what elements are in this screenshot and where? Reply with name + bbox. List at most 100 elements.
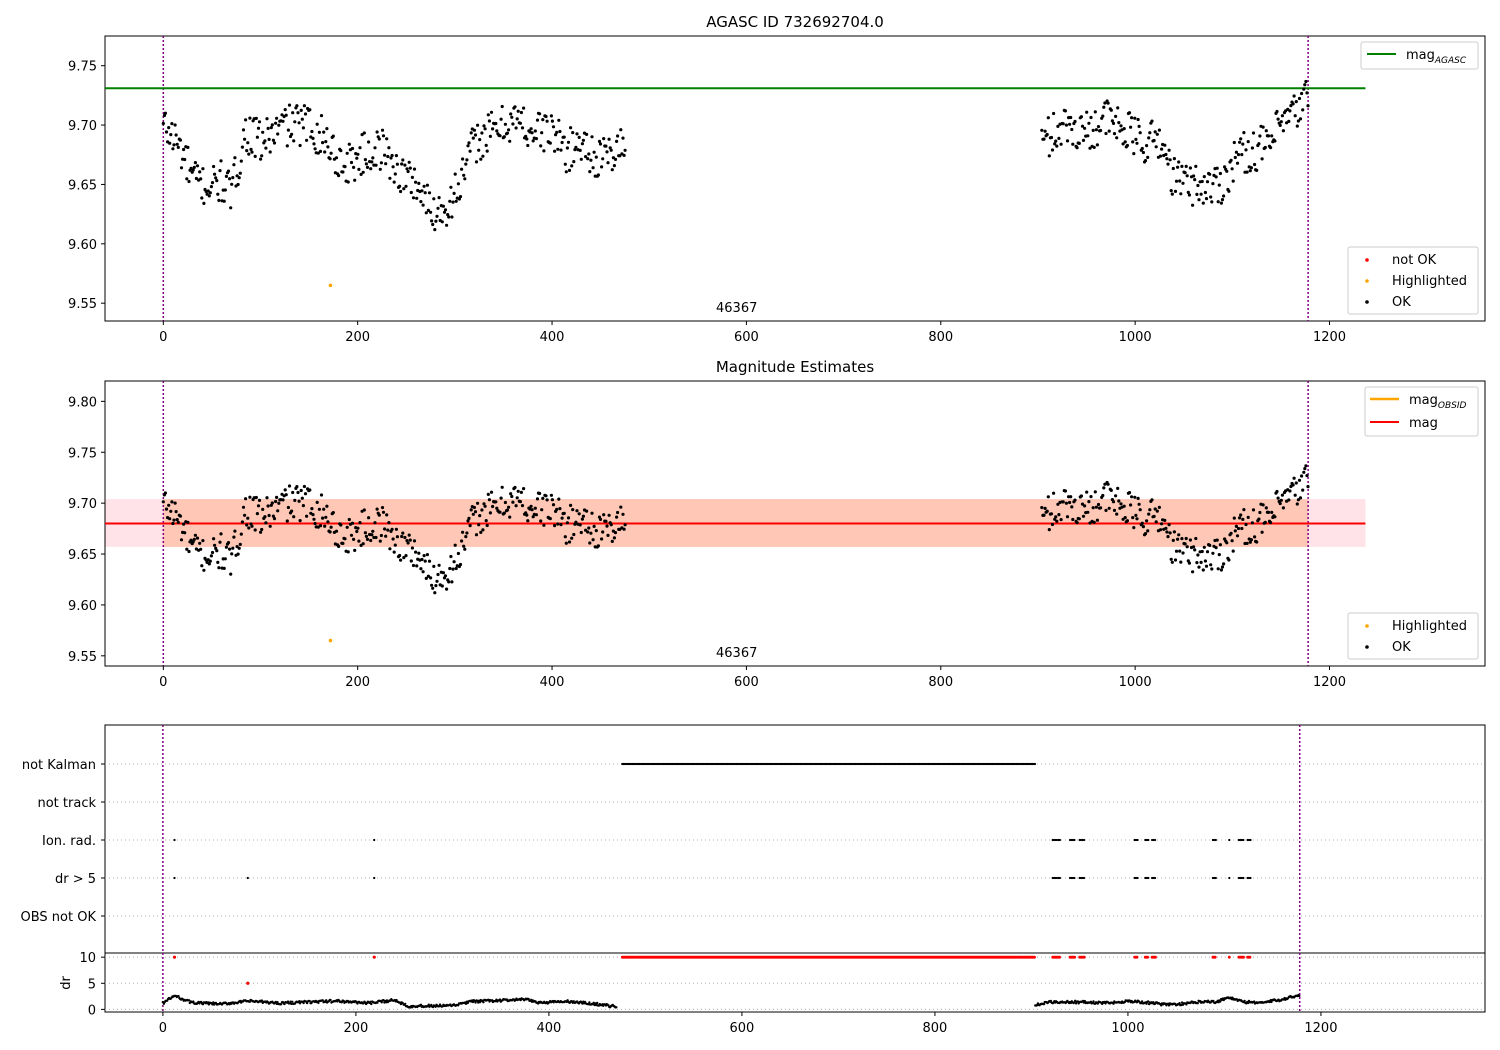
ok-point [1068,122,1072,126]
ok-point [1291,483,1295,487]
ok-point [427,559,432,563]
ok-point [566,516,571,520]
ok-point [369,538,373,543]
dr-tick-label: 0 [88,1003,96,1018]
ok-point [392,550,396,554]
dr-ok-point [1178,1002,1181,1005]
ok-point [580,517,585,521]
ok-point [565,146,570,150]
ok-point [256,504,261,508]
ok-point [298,143,302,148]
ok-point [572,532,576,537]
ok-point [328,530,332,534]
ok-point [240,145,244,149]
ok-point [553,524,557,528]
flag-point [373,838,376,842]
ok-point [424,211,428,215]
ok-point [296,490,300,495]
ok-point [1081,514,1086,518]
ok-point [424,576,428,581]
ok-point [1077,141,1081,145]
y-tick-label: 9.60 [68,238,97,253]
x-tick-label: 1200 [1313,675,1346,690]
ok-point [483,504,487,508]
ok-point [519,490,524,494]
ok-point [383,527,387,531]
ok-point [317,507,321,511]
ok-point [1297,478,1302,482]
ok-point [173,123,177,127]
ok-point [1223,165,1227,169]
flag-point [1228,838,1231,842]
ok-point [237,546,241,550]
ok-point [1178,549,1182,553]
ok-point [589,158,593,162]
ok-point [318,524,323,528]
ok-point [168,141,172,145]
ok-point [483,127,487,131]
ok-point [462,173,466,177]
panel2-legend-bottom: Highlighted OK [1347,612,1479,660]
legend-ok-label: OK [1392,640,1411,655]
ok-point [1069,115,1073,120]
ok-point [480,508,484,512]
ok-point [500,104,504,109]
ok-point [1127,491,1132,495]
ok-point [182,147,186,152]
ok-point [503,500,507,505]
dr-ok-point [329,998,332,1002]
ok-point [1222,562,1226,566]
ok-point [1287,119,1291,123]
x-tick-label: 800 [923,1021,948,1036]
ok-point [1143,532,1148,536]
y-tick-label: 9.60 [68,599,97,614]
ok-point [1234,150,1238,154]
ok-point [352,537,356,542]
ok-point [374,163,378,167]
ok-point [1293,114,1297,118]
ok-point [578,523,582,527]
ok-point [1042,137,1046,141]
ok-point [1096,125,1101,129]
ok-point [1304,464,1308,468]
ok-point [229,572,233,576]
ok-point [530,508,534,512]
ok-point [1063,489,1067,493]
ok-point [560,516,564,520]
ok-point [286,505,290,510]
ok-point [346,180,350,184]
y-tick-label: 9.75 [68,446,97,461]
ok-point [1155,132,1159,136]
ok-point [276,132,280,136]
ok-point [1054,139,1058,143]
ok-point [1106,482,1110,486]
ok-point [399,558,403,562]
ok-point [623,148,627,152]
flag-point [173,876,176,880]
x-tick-label: 600 [730,1021,755,1036]
ok-point [430,219,434,223]
dr-tick-label: 5 [88,977,96,992]
ok-point [230,552,234,556]
ok-point [569,503,573,507]
ok-point [1063,109,1067,113]
ok-point [1091,128,1095,132]
ok-point [1068,500,1072,505]
ok-point [185,177,189,181]
ok-point [615,139,619,143]
ok-point [1130,495,1134,499]
ok-point [329,151,333,155]
ok-point [358,146,362,150]
ok-point [350,146,355,151]
ok-point [385,513,389,517]
ok-point [355,529,359,534]
ok-point [549,114,554,118]
ok-point [210,181,215,185]
ok-point [339,149,343,153]
ok-point [199,547,203,551]
ok-point [164,130,169,134]
ok-point [425,553,429,557]
ok-point [1248,169,1252,173]
ok-point [1065,139,1070,143]
ok-point [244,118,248,122]
